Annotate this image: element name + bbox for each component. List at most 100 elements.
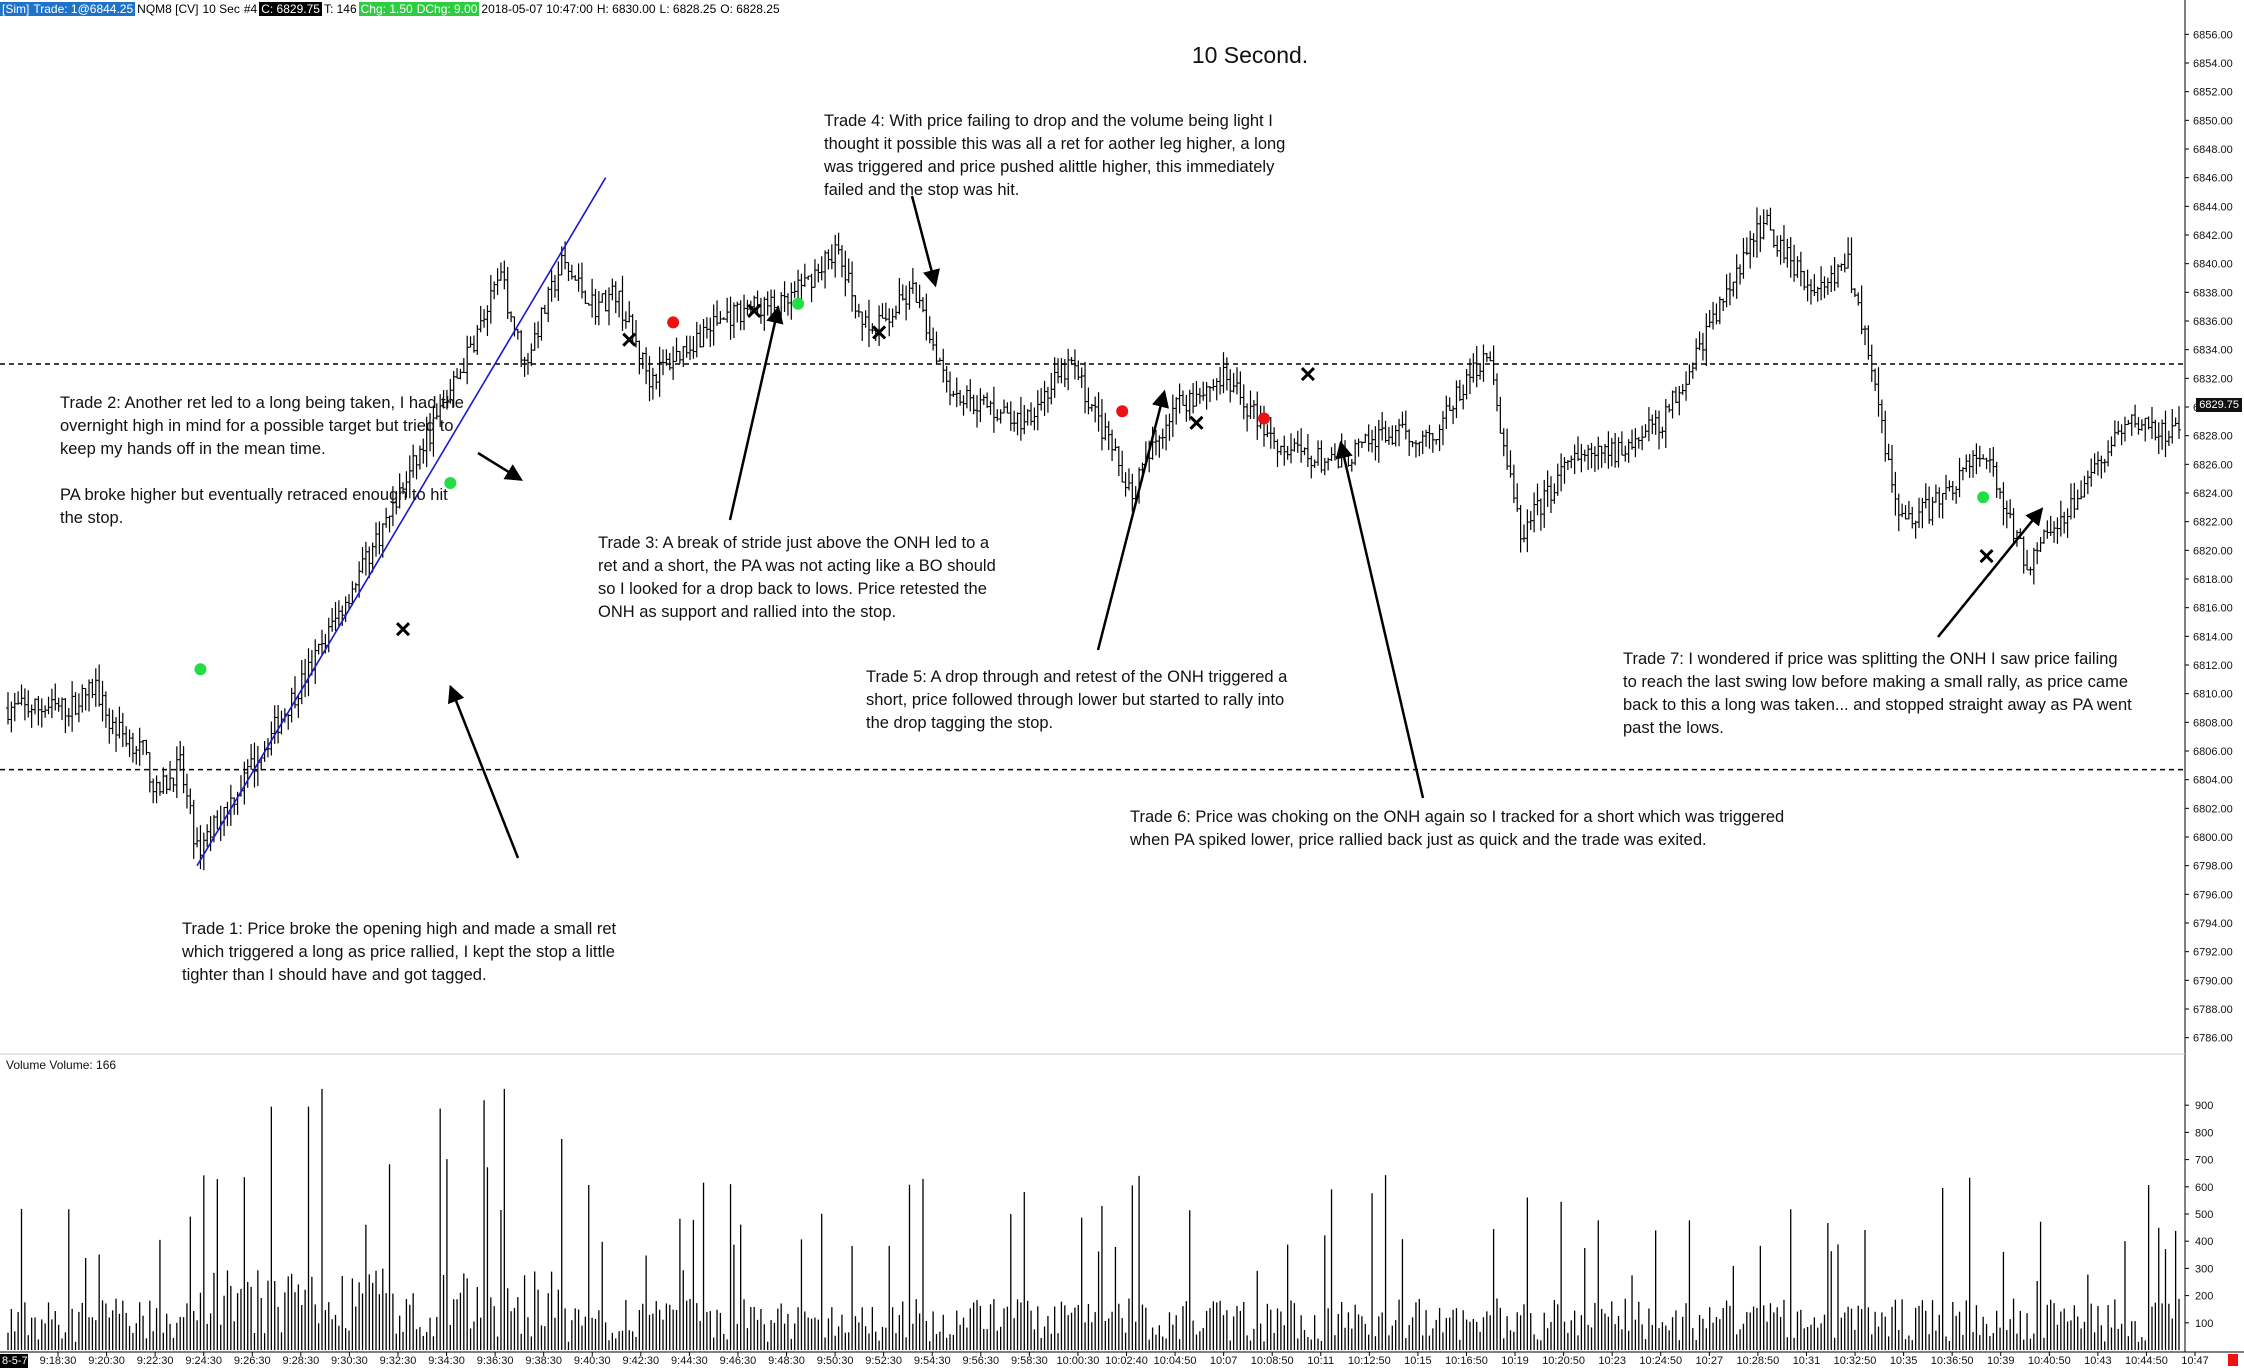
x-tick-label: 9:18:30 (40, 1355, 77, 1367)
y-tick-label: 6826.00 (2193, 459, 2233, 471)
y-tick-label: 6790.00 (2193, 975, 2233, 987)
y-tick-label: 6844.00 (2193, 201, 2233, 213)
volume-tick-label: 600 (2195, 1182, 2213, 1194)
annotation-arrow (1937, 507, 2044, 638)
x-tick-label: 9:48:30 (768, 1355, 805, 1367)
sim-badge[interactable]: [Sim] (0, 1, 32, 16)
short-entry-dot (1116, 405, 1129, 418)
last-price-label: 6829.75 (2196, 398, 2242, 412)
x-tick-label: 9:20:30 (88, 1355, 125, 1367)
x-tick-label: 9:46:30 (720, 1355, 757, 1367)
short-entry-dot (1258, 412, 1271, 425)
exit-x-marker (747, 303, 762, 319)
x-tick-label: 10:32:50 (1834, 1355, 1877, 1367)
low-value: L: 6828.25 (659, 1, 717, 16)
trade3-note: Trade 3: A break of stride just above th… (598, 534, 996, 621)
volume-label: Volume Volume: 166 (6, 1058, 117, 1072)
x-tick-label: 9:58:30 (1011, 1355, 1048, 1367)
exit-x-marker (622, 332, 637, 347)
x-tick-label: 10:23 (1598, 1355, 1626, 1367)
long-entry-dot (1977, 491, 1990, 504)
x-tick-label: 10:27 (1696, 1355, 1724, 1367)
y-tick-label: 6836.00 (2193, 316, 2233, 328)
x-tick-label: 9:34:30 (428, 1355, 465, 1367)
exit-x-marker (1189, 415, 1204, 430)
x-tick-label: 9:38:30 (525, 1355, 562, 1367)
short-entry-dot (667, 316, 680, 329)
x-tick-label: 10:36:50 (1931, 1355, 1974, 1367)
high-value: H: 6830.00 (596, 1, 656, 16)
x-tick-label: 10:07 (1210, 1355, 1238, 1367)
x-tick-label: 9:26:30 (234, 1355, 271, 1367)
x-tick-label: 10:44:50 (2125, 1355, 2168, 1367)
exit-x-marker (1300, 366, 1315, 382)
annotation-arrow (728, 305, 784, 521)
x-tick-label: 10:47 (2181, 1355, 2209, 1367)
long-entry-dot (444, 476, 457, 489)
y-tick-label: 6848.00 (2193, 144, 2233, 156)
x-tick-label: 9:50:30 (817, 1355, 854, 1367)
long-entry-dot (194, 663, 207, 676)
x-tick-label: 10:08:50 (1251, 1355, 1294, 1367)
y-tick-label: 6856.00 (2193, 29, 2233, 41)
y-tick-label: 6800.00 (2193, 832, 2233, 844)
x-tick-label: 10:28:50 (1736, 1355, 1779, 1367)
change-value: Chg: 1.50 (358, 1, 415, 16)
exit-x-marker (395, 622, 411, 637)
x-tick-label: 9:54:30 (914, 1355, 951, 1367)
x-tick-label: 10:15 (1404, 1355, 1432, 1367)
y-tick-label: 6820.00 (2193, 545, 2233, 557)
y-tick-label: 6792.00 (2193, 947, 2233, 959)
x-tick-label: 9:28:30 (282, 1355, 319, 1367)
y-tick-label: 6852.00 (2193, 87, 2233, 99)
volume-tick-label: 100 (2195, 1318, 2213, 1330)
y-tick-label: 6840.00 (2193, 259, 2233, 271)
x-tick-label: 10:43 (2084, 1355, 2112, 1367)
y-tick-label: 6842.00 (2193, 230, 2233, 242)
trendline (196, 177, 607, 867)
volume-tick-label: 400 (2195, 1236, 2213, 1248)
open-value: O: 6828.25 (720, 1, 780, 16)
y-tick-label: 6802.00 (2193, 803, 2233, 815)
volume-tick-label: 500 (2195, 1209, 2213, 1221)
y-tick-label: 6846.00 (2193, 173, 2233, 185)
timeframe-label: 10 Sec (202, 1, 240, 16)
x-tick-label: 10:12:50 (1348, 1355, 1391, 1367)
chart-header: [Sim] Trade: 1@6844.25 NQM8 [CV] 10 Sec … (0, 0, 782, 17)
volume-tick-label: 200 (2195, 1291, 2213, 1303)
x-tick-label: 10:16:50 (1445, 1355, 1488, 1367)
x-tick-label: 9:32:30 (380, 1355, 417, 1367)
x-tick-label: 10:40:50 (2028, 1355, 2071, 1367)
close-value: C: 6829.75 (259, 1, 322, 16)
volume-tick-label: 700 (2195, 1155, 2213, 1167)
annotation-arrow (477, 451, 523, 481)
trade6-note: Trade 6: Price was choking on the ONH ag… (1130, 808, 1785, 849)
x-tick-label: 9:42:30 (622, 1355, 659, 1367)
y-tick-label: 6788.00 (2193, 1004, 2233, 1016)
y-tick-label: 6838.00 (2193, 287, 2233, 299)
exit-x-marker (1979, 549, 1994, 564)
annotation-arrow (447, 684, 520, 859)
volume-tick-label: 800 (2195, 1127, 2213, 1139)
trade2-note: Trade 2: Another ret led to a long being… (60, 394, 464, 527)
x-tick-label: 9:24:30 (185, 1355, 222, 1367)
ticks-value: T: 146 (323, 1, 357, 16)
y-tick-label: 6854.00 (2193, 58, 2233, 70)
x-tick-label: 10:35 (1890, 1355, 1918, 1367)
volume-tick-label: 300 (2195, 1263, 2213, 1275)
y-tick-label: 6814.00 (2193, 631, 2233, 643)
trade1-note: Trade 1: Price broke the opening high an… (182, 920, 617, 984)
y-tick-label: 6812.00 (2193, 660, 2233, 672)
x-tick-label: 10:39 (1987, 1355, 2015, 1367)
x-tick-label: 10:31 (1793, 1355, 1821, 1367)
y-tick-label: 6816.00 (2193, 603, 2233, 615)
long-entry-dot (792, 297, 805, 310)
y-tick-label: 6786.00 (2193, 1033, 2233, 1045)
y-tick-label: 6822.00 (2193, 517, 2233, 529)
x-tick-label: 10:00:30 (1057, 1355, 1100, 1367)
trade-badge[interactable]: Trade: 1@6844.25 (31, 1, 136, 16)
y-tick-label: 6828.00 (2193, 431, 2233, 443)
x-tick-label: 9:40:30 (574, 1355, 611, 1367)
x-tick-label: 9:30:30 (331, 1355, 368, 1367)
